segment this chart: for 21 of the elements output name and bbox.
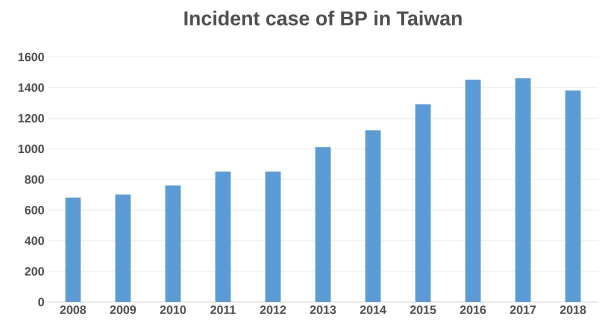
x-tick-label: 2014 (360, 306, 386, 314)
x-tick-label: 2010 (160, 306, 186, 314)
y-tick-label: 1600 (18, 52, 44, 62)
y-tick-label: 1200 (18, 114, 44, 122)
y-tick-label: 0 (38, 298, 44, 306)
y-tick-label: 200 (24, 267, 44, 276)
y-tick-label: 1000 (18, 144, 44, 154)
x-tick-label: 2013 (310, 306, 336, 314)
x-tick-label: 2012 (260, 306, 286, 314)
y-tick-label: 400 (24, 236, 44, 245)
x-tick-label: 2017 (510, 306, 536, 314)
y-tick-label: 800 (24, 175, 44, 184)
x-tick-label: 2009 (110, 306, 136, 314)
x-tick-label: 2018 (560, 306, 586, 314)
x-tick-label: 2016 (460, 306, 486, 314)
chart-title: Incident case of BP in Taiwan (184, 10, 462, 26)
x-tick-label: 2011 (210, 306, 236, 314)
x-tick-label: 2015 (410, 306, 436, 314)
y-tick-label: 600 (24, 206, 44, 214)
x-tick-label: 2008 (60, 306, 86, 314)
y-tick-label: 1400 (18, 83, 44, 92)
